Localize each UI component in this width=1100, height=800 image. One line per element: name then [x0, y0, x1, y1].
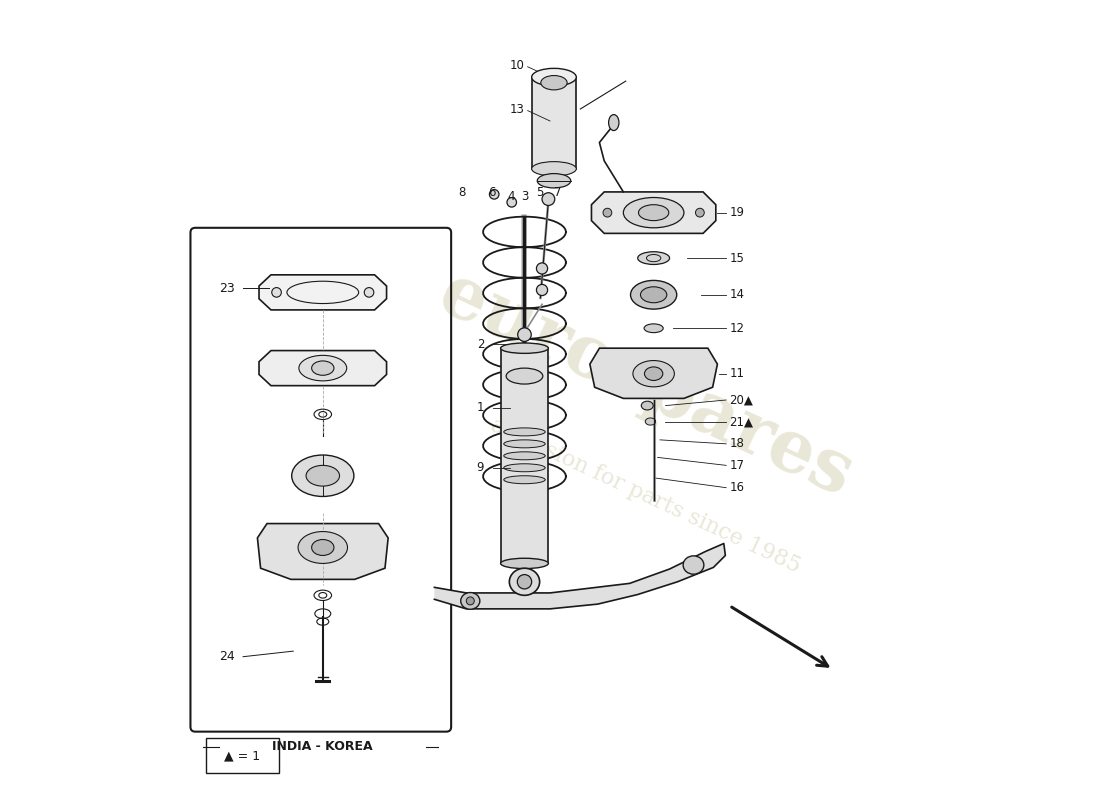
Ellipse shape	[645, 367, 663, 381]
Ellipse shape	[306, 466, 340, 486]
Polygon shape	[258, 275, 386, 310]
Ellipse shape	[638, 205, 669, 221]
Ellipse shape	[500, 343, 549, 354]
Text: 20▲: 20▲	[729, 394, 754, 406]
Text: 4: 4	[507, 190, 515, 203]
Bar	[206, 738, 279, 773]
Ellipse shape	[299, 355, 346, 381]
Ellipse shape	[311, 539, 334, 555]
Text: 21▲: 21▲	[729, 415, 754, 428]
Text: 23: 23	[219, 282, 235, 295]
Ellipse shape	[466, 597, 474, 605]
Ellipse shape	[298, 531, 348, 563]
Polygon shape	[434, 543, 725, 609]
Text: 17: 17	[729, 459, 745, 472]
Ellipse shape	[517, 574, 531, 589]
Ellipse shape	[632, 361, 674, 387]
Text: eurospares: eurospares	[428, 258, 864, 511]
Ellipse shape	[641, 401, 653, 410]
Ellipse shape	[638, 252, 670, 265]
Ellipse shape	[541, 75, 568, 90]
Text: 7: 7	[554, 186, 561, 199]
Polygon shape	[590, 348, 717, 398]
Ellipse shape	[504, 440, 546, 448]
Ellipse shape	[537, 174, 571, 188]
Ellipse shape	[504, 428, 546, 436]
Ellipse shape	[504, 476, 546, 484]
Ellipse shape	[542, 193, 554, 206]
Text: 3: 3	[521, 190, 529, 203]
Ellipse shape	[537, 263, 548, 274]
Bar	[500, 348, 549, 563]
Ellipse shape	[292, 455, 354, 497]
Text: 6: 6	[488, 186, 496, 199]
Text: 14: 14	[729, 288, 745, 302]
Ellipse shape	[608, 114, 619, 130]
Text: INDIA - KOREA: INDIA - KOREA	[273, 740, 373, 754]
Ellipse shape	[624, 198, 684, 228]
Text: 10: 10	[510, 58, 525, 72]
Ellipse shape	[507, 198, 517, 207]
Ellipse shape	[645, 324, 663, 333]
Ellipse shape	[603, 208, 612, 217]
Ellipse shape	[504, 452, 546, 460]
Ellipse shape	[518, 328, 531, 342]
Ellipse shape	[364, 287, 374, 297]
Ellipse shape	[537, 285, 548, 295]
Ellipse shape	[461, 593, 480, 610]
Ellipse shape	[311, 361, 334, 375]
Text: 12: 12	[729, 322, 745, 334]
Text: 24: 24	[219, 650, 235, 663]
Ellipse shape	[646, 418, 656, 425]
Text: 15: 15	[729, 251, 745, 265]
Text: 19: 19	[729, 206, 745, 219]
Ellipse shape	[504, 464, 546, 472]
Polygon shape	[257, 523, 388, 579]
Text: a passion for parts since 1985: a passion for parts since 1985	[487, 414, 804, 578]
Bar	[531, 77, 576, 169]
Text: 9: 9	[476, 462, 484, 474]
Text: 13: 13	[510, 102, 525, 115]
Text: 18: 18	[729, 438, 745, 450]
Ellipse shape	[640, 286, 667, 302]
Ellipse shape	[490, 190, 499, 199]
Ellipse shape	[506, 368, 542, 384]
Ellipse shape	[531, 162, 576, 176]
Ellipse shape	[695, 208, 704, 217]
Ellipse shape	[531, 68, 576, 86]
Ellipse shape	[272, 287, 282, 297]
Ellipse shape	[500, 558, 549, 569]
Ellipse shape	[683, 556, 704, 574]
Text: 2: 2	[476, 338, 484, 350]
Text: 8: 8	[459, 186, 465, 199]
Text: 5: 5	[537, 186, 543, 199]
Polygon shape	[258, 350, 386, 386]
Ellipse shape	[630, 281, 676, 309]
Text: 1: 1	[476, 402, 484, 414]
Text: 16: 16	[729, 481, 745, 494]
Ellipse shape	[509, 568, 540, 595]
Text: ▲ = 1: ▲ = 1	[224, 749, 261, 762]
Polygon shape	[592, 192, 716, 234]
Text: 11: 11	[729, 367, 745, 380]
